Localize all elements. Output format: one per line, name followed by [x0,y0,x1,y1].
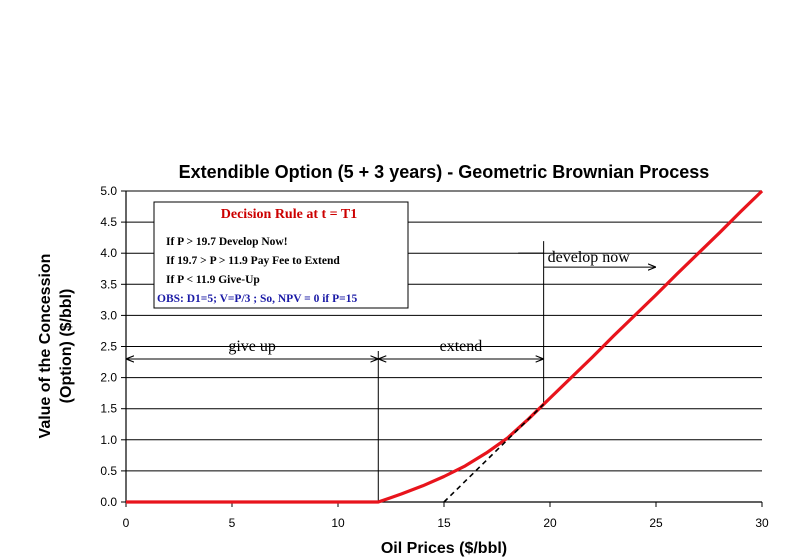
decision-rule-box-frame [153,201,409,309]
y-tick-label: 4.0 [100,246,117,260]
y-axis-label-line2: (Option) ($/bbl) [58,289,75,404]
y-axis-label: Value of the Concession (Option) ($/bbl) [37,254,75,439]
decision-rule-title: Decision Rule at t = T1 [221,207,357,222]
decision-rule-line: If P > 19.7 Develop Now! [166,236,288,248]
region-label: give up [228,338,276,355]
npv-dashed-line [443,403,545,503]
region-label: extend [440,338,483,355]
chart-title: Extendible Option (5 + 3 years) - Geomet… [179,162,710,182]
region-label: develop now [548,249,631,266]
y-tick-label: 5.0 [100,184,117,198]
y-tick-label: 4.5 [100,215,117,229]
y-tick-label: 3.5 [100,277,117,291]
y-tick-label: 3.0 [100,308,117,322]
y-axis-ticks: 0.0 0.5 1.0 1.5 2.0 2.5 3.0 3.5 4.0 4.5 5.0 [100,184,126,509]
decision-rule-line: If 19.7 > P > 11.9 Pay Fee to Extend [166,255,340,267]
y-tick-label: 0.5 [100,464,117,478]
x-tick-label: 10 [331,516,345,530]
decision-rule-box: Decision Rule at t = T1 If P > 19.7 Deve… [153,201,409,309]
y-tick-label: 0.0 [100,495,117,509]
y-tick-label: 1.0 [100,433,117,447]
series-group [126,189,764,504]
y-tick-label: 1.5 [100,402,117,416]
x-tick-label: 0 [123,516,130,530]
option-value-curve [126,189,764,504]
y-axis-label-line1: Value of the Concession [37,254,54,439]
decision-rule-note: OBS: D1=5; V=P/3 ; So, NPV = 0 if P=15 [157,293,357,305]
x-tick-label: 30 [755,516,769,530]
region-annotations: give up extend develop now [126,241,656,502]
y-tick-label: 2.0 [100,371,117,385]
y-tick-label: 2.5 [100,340,117,354]
x-axis-ticks: 0 5 10 15 20 25 30 [123,502,769,530]
x-tick-label: 15 [437,516,451,530]
x-tick-label: 25 [649,516,663,530]
decision-rule-line: If P < 11.9 Give-Up [166,274,260,286]
x-tick-label: 5 [229,516,236,530]
x-axis-label: Oil Prices ($/bbl) [381,540,507,557]
x-tick-label: 20 [543,516,557,530]
